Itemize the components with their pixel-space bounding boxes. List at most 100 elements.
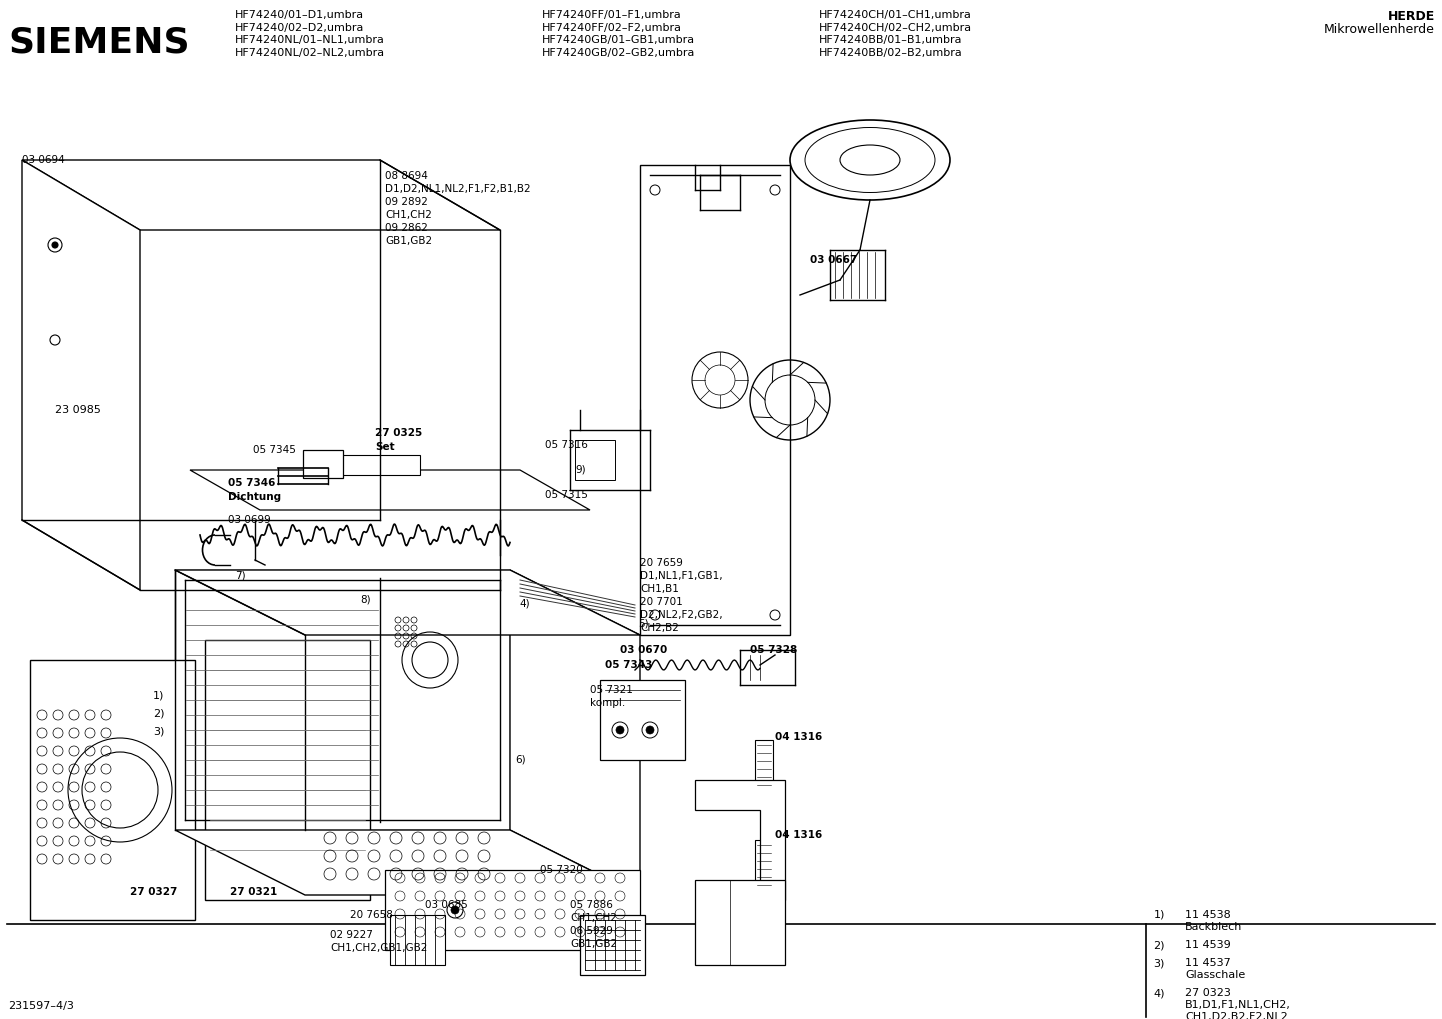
Text: CH1,CH2: CH1,CH2 [570, 913, 617, 923]
Circle shape [52, 242, 58, 248]
Text: 04 1316: 04 1316 [774, 830, 822, 840]
Polygon shape [510, 570, 640, 895]
Polygon shape [756, 740, 773, 795]
Text: 03 0699: 03 0699 [228, 515, 271, 525]
Polygon shape [174, 570, 510, 830]
Text: 05 7345: 05 7345 [252, 445, 296, 455]
Text: CH1,CH2,GB1,GB2: CH1,CH2,GB1,GB2 [330, 943, 427, 953]
Text: 20 7658: 20 7658 [350, 910, 392, 920]
Polygon shape [389, 915, 446, 965]
Polygon shape [303, 450, 343, 478]
Polygon shape [756, 840, 773, 895]
Text: 6): 6) [515, 755, 526, 765]
Text: 3): 3) [153, 726, 164, 736]
Text: HF74240FF/01–F1,umbra: HF74240FF/01–F1,umbra [542, 10, 682, 20]
Polygon shape [22, 160, 500, 230]
Text: 231597–4/3: 231597–4/3 [9, 1001, 74, 1011]
Text: 03 0694: 03 0694 [22, 155, 65, 165]
Text: 05 7321: 05 7321 [590, 685, 633, 695]
Text: D2,NL2,F2,GB2,: D2,NL2,F2,GB2, [640, 610, 722, 620]
Text: 27 0323: 27 0323 [1185, 988, 1231, 999]
Text: 05 7328: 05 7328 [750, 645, 797, 655]
Circle shape [451, 906, 459, 914]
Text: 27 0327: 27 0327 [130, 887, 177, 897]
Text: Dichtung: Dichtung [228, 492, 281, 502]
Text: HF74240/01–D1,umbra: HF74240/01–D1,umbra [235, 10, 365, 20]
Text: HF74240BB/02–B2,umbra: HF74240BB/02–B2,umbra [819, 48, 963, 57]
Text: 05 7886: 05 7886 [570, 900, 613, 910]
Text: 05 7315: 05 7315 [545, 490, 588, 500]
Text: GB1,GB2: GB1,GB2 [385, 236, 433, 246]
Text: CH1,B1: CH1,B1 [640, 584, 679, 594]
Text: 4): 4) [519, 598, 529, 608]
Text: B1,D1,F1,NL1,CH2,: B1,D1,F1,NL1,CH2, [1185, 1001, 1291, 1010]
Text: 03 0667: 03 0667 [810, 255, 857, 265]
Text: Backblech: Backblech [1185, 922, 1243, 932]
Text: 4): 4) [1154, 988, 1165, 999]
Text: 03 0670: 03 0670 [620, 645, 668, 655]
Text: 27 0325: 27 0325 [375, 428, 423, 438]
Text: D1,NL1,F1,GB1,: D1,NL1,F1,GB1, [640, 571, 722, 581]
Text: 08 8694: 08 8694 [385, 171, 428, 181]
Text: 02 9227: 02 9227 [330, 930, 373, 940]
Text: 27 0321: 27 0321 [231, 887, 277, 897]
Text: 05 7316: 05 7316 [545, 440, 588, 450]
Text: HF74240CH/01–CH1,umbra: HF74240CH/01–CH1,umbra [819, 10, 972, 20]
Text: 06 5929: 06 5929 [570, 926, 613, 936]
Text: HF74240/02–D2,umbra: HF74240/02–D2,umbra [235, 22, 365, 33]
Text: CH1,CH2: CH1,CH2 [385, 210, 431, 220]
Polygon shape [205, 640, 371, 900]
Text: 05 7346: 05 7346 [228, 478, 275, 488]
Text: Mikrowellenherde: Mikrowellenherde [1324, 23, 1435, 36]
Text: 23 0985: 23 0985 [55, 405, 101, 415]
Text: 8): 8) [360, 595, 371, 605]
Polygon shape [22, 160, 140, 590]
Text: 11 4539: 11 4539 [1185, 941, 1231, 950]
Text: 11 4538: 11 4538 [1185, 910, 1231, 920]
Text: 09 2862: 09 2862 [385, 223, 428, 233]
Text: GB1,GB2: GB1,GB2 [570, 938, 617, 949]
Polygon shape [174, 570, 640, 635]
Text: SIEMENS: SIEMENS [9, 25, 190, 59]
Text: 2): 2) [153, 708, 164, 718]
Text: 05 7343: 05 7343 [606, 660, 652, 671]
Text: D1,D2,NL1,NL2,F1,F2,B1,B2: D1,D2,NL1,NL2,F1,F2,B1,B2 [385, 184, 531, 194]
Text: HF74240NL/01–NL1,umbra: HF74240NL/01–NL1,umbra [235, 35, 385, 45]
Text: CH1,D2,B2,F2,NL2: CH1,D2,B2,F2,NL2 [1185, 1012, 1288, 1019]
Text: 1): 1) [1154, 910, 1165, 920]
Polygon shape [30, 660, 195, 920]
Text: 03 0685: 03 0685 [425, 900, 467, 910]
Polygon shape [600, 680, 685, 760]
Polygon shape [695, 880, 784, 965]
Text: Set: Set [375, 442, 395, 452]
Text: HF74240NL/02–NL2,umbra: HF74240NL/02–NL2,umbra [235, 48, 385, 57]
Polygon shape [575, 440, 614, 480]
Text: 1): 1) [153, 690, 164, 700]
Text: 09 2892: 09 2892 [385, 197, 428, 207]
Polygon shape [385, 870, 640, 950]
Polygon shape [174, 830, 640, 895]
Text: 11 4537: 11 4537 [1185, 958, 1231, 968]
Text: Glasschale: Glasschale [1185, 970, 1246, 980]
Text: 5): 5) [637, 618, 649, 628]
Text: HERDE: HERDE [1387, 10, 1435, 23]
Polygon shape [580, 915, 645, 975]
Polygon shape [190, 470, 590, 510]
Text: 05 7320: 05 7320 [539, 865, 583, 875]
Text: HF74240GB/02–GB2,umbra: HF74240GB/02–GB2,umbra [542, 48, 695, 57]
Polygon shape [640, 165, 790, 635]
Circle shape [616, 726, 624, 734]
Text: HF74240BB/01–B1,umbra: HF74240BB/01–B1,umbra [819, 35, 963, 45]
Circle shape [646, 726, 655, 734]
Text: CH2,B2: CH2,B2 [640, 623, 679, 633]
Text: 20 7659: 20 7659 [640, 558, 684, 568]
Polygon shape [310, 455, 420, 475]
Polygon shape [695, 780, 784, 900]
Text: HF74240FF/02–F2,umbra: HF74240FF/02–F2,umbra [542, 22, 682, 33]
Text: 9): 9) [575, 465, 585, 475]
Text: kompl.: kompl. [590, 698, 626, 708]
Text: HF74240CH/02–CH2,umbra: HF74240CH/02–CH2,umbra [819, 22, 972, 33]
Text: 04 1316: 04 1316 [774, 732, 822, 742]
Text: 7): 7) [235, 570, 245, 580]
Text: 3): 3) [1154, 958, 1165, 968]
